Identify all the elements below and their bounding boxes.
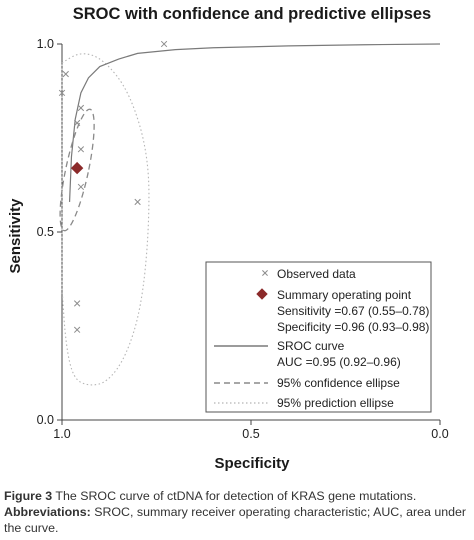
plot-area: 1.0 0.5 0.0 0.0 0.5 1.0: [37, 37, 449, 441]
figure-caption: Figure 3 The SROC curve of ctDNA for det…: [4, 488, 470, 536]
caption-figure-label: Figure 3: [4, 489, 53, 503]
x-axis-label: Specificity: [214, 455, 290, 472]
chart-title: SROC with confidence and predictive elli…: [73, 5, 432, 23]
observed-point-stroke: [77, 104, 85, 112]
legend-prediction-label: 95% prediction ellipse: [277, 396, 394, 410]
y-tick-label: 1.0: [37, 37, 54, 51]
prediction-ellipse: [61, 53, 150, 386]
observed-point-stroke: [62, 70, 69, 78]
observed-point: [77, 183, 85, 191]
observed-point-stroke: [77, 146, 85, 153]
legend-sroc-label: SROC curve: [277, 339, 345, 353]
legend-specificity-value: Specificity =0.96 (0.93–0.98): [277, 320, 429, 334]
sroc-curve: [68, 43, 441, 202]
observed-point-stroke: [160, 40, 168, 48]
caption-abbrev-label: Abbreviations:: [4, 505, 91, 519]
observed-point-stroke: [262, 270, 268, 276]
legend: Observed data Summary operating point Sens…: [205, 261, 432, 413]
observed-point: [62, 70, 69, 78]
y-tick-label: 0.5: [37, 225, 54, 239]
legend-summary-marker: [256, 288, 268, 300]
legend-auc-value: AUC =0.95 (0.92–0.96): [277, 355, 401, 369]
x-tick-label: 0.5: [242, 427, 259, 441]
observed-point: [73, 300, 81, 307]
observed-point: [77, 146, 85, 153]
observed-point: [134, 198, 141, 206]
observed-point: [73, 119, 81, 127]
summary-point: [70, 161, 84, 175]
legend-observed-label: Observed data: [277, 267, 356, 281]
x-tick-label: 0.0: [431, 427, 448, 441]
observed-point-stroke: [134, 198, 141, 206]
observed-point-stroke: [73, 119, 81, 127]
observed-point: [58, 89, 66, 97]
observed-point: [160, 40, 168, 48]
observed-point: [77, 104, 85, 112]
y-axis-label: Sensitivity: [7, 198, 24, 274]
caption-abbrev-text: SROC, summary receiver operating charact…: [4, 505, 467, 535]
legend-summary-label: Summary operating point: [277, 288, 412, 302]
y-tick-label: 0.0: [37, 413, 54, 427]
observed-point-stroke: [58, 89, 66, 97]
legend-confidence-label: 95% confidence ellipse: [277, 376, 400, 390]
legend-box: [205, 261, 432, 413]
caption-figure-text: The SROC curve of ctDNA for detection of…: [52, 489, 417, 503]
legend-sensitivity-value: Sensitivity =0.67 (0.55–0.78): [277, 304, 429, 318]
observed-point-stroke: [73, 326, 81, 333]
observed-point-stroke: [73, 300, 81, 307]
observed-point-stroke: [77, 183, 85, 191]
observed-point: [73, 326, 81, 333]
x-tick-label: 1.0: [53, 427, 70, 441]
legend-observed-marker: [262, 270, 268, 276]
confidence-ellipse: [59, 108, 95, 232]
